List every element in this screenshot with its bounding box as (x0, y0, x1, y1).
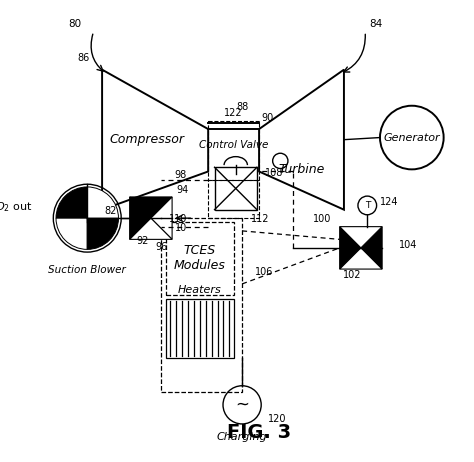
Text: 92: 92 (136, 236, 148, 246)
Text: FIG. 3: FIG. 3 (227, 423, 291, 442)
Polygon shape (340, 227, 382, 248)
Text: Compressor: Compressor (109, 133, 184, 146)
Text: 110: 110 (169, 214, 187, 225)
Text: 88: 88 (236, 102, 248, 112)
Wedge shape (56, 218, 87, 249)
Text: 112: 112 (251, 214, 269, 225)
Polygon shape (151, 197, 172, 239)
Text: 108: 108 (265, 168, 284, 178)
Text: 124: 124 (380, 197, 399, 207)
Text: Turbine: Turbine (278, 163, 325, 176)
Text: Charging: Charging (217, 432, 267, 443)
Text: Heaters: Heaters (178, 285, 221, 295)
Text: 102: 102 (343, 269, 362, 280)
Polygon shape (340, 248, 382, 269)
Text: 94: 94 (176, 185, 189, 195)
Text: 10: 10 (175, 223, 187, 233)
Text: Generator: Generator (383, 133, 440, 143)
Text: 122: 122 (224, 108, 243, 118)
Wedge shape (56, 187, 87, 218)
Polygon shape (340, 227, 361, 269)
Text: 86: 86 (77, 53, 90, 63)
Text: 98: 98 (175, 170, 187, 180)
Circle shape (380, 106, 444, 170)
Text: Control Valve: Control Valve (199, 140, 268, 150)
Polygon shape (130, 197, 151, 239)
Text: 90: 90 (261, 113, 273, 122)
Text: 82: 82 (105, 206, 117, 216)
Text: ~: ~ (235, 396, 249, 414)
Wedge shape (87, 218, 118, 249)
Text: $O_2$ out: $O_2$ out (0, 200, 32, 214)
Text: 104: 104 (399, 240, 418, 250)
Text: TCES
Modules: TCES Modules (174, 244, 226, 273)
Text: 100: 100 (313, 214, 331, 225)
Text: Suction Blower: Suction Blower (48, 265, 126, 275)
Text: 84: 84 (369, 19, 383, 29)
Wedge shape (87, 187, 118, 218)
Polygon shape (130, 197, 172, 218)
Text: 80: 80 (68, 19, 81, 29)
Text: T: T (365, 201, 370, 210)
Polygon shape (130, 218, 172, 239)
Text: 96: 96 (155, 242, 167, 252)
Polygon shape (361, 227, 382, 269)
Text: 120: 120 (267, 414, 286, 424)
Text: 106: 106 (255, 267, 273, 278)
